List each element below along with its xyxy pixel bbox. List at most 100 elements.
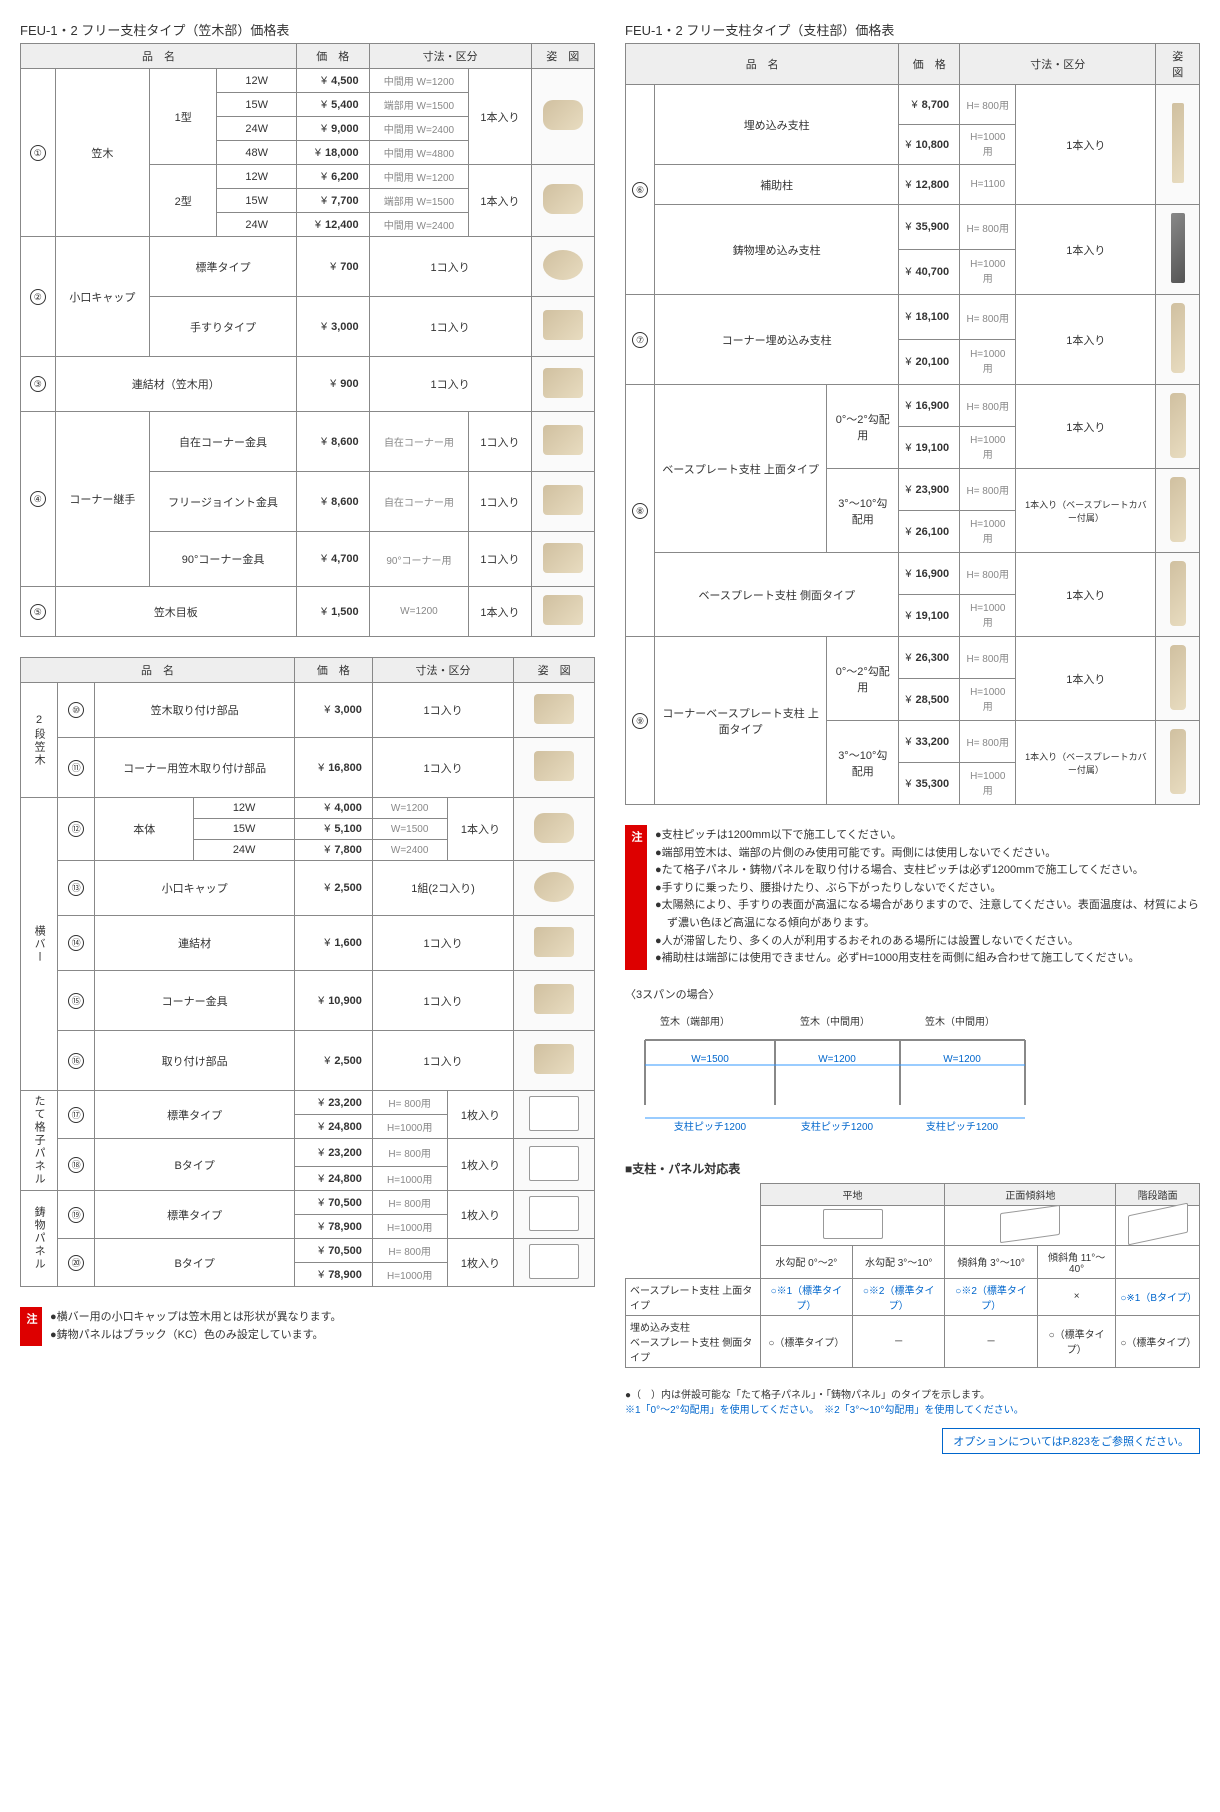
post-bp-side-icon [1170,561,1186,626]
note-item: ●手すりに乗ったり、腰掛けたり、ぶら下がったりしないでください。 [655,880,1200,898]
note-item: ●支柱ピッチは1200mm以下で施工してください。 [655,827,1200,845]
compat-stair-icon [1128,1202,1188,1245]
svg-text:笠木（中間用）: 笠木（中間用） [800,1015,870,1028]
post-corner-bp-slope-icon [1170,729,1186,794]
table-row: たて格子パネル ⑰ 標準タイプ ¥23,200H= 800用1枚入り [21,1091,595,1115]
compat-flat-icon [823,1209,883,1239]
table-row: ⑧ ベースプレート支柱 上面タイプ 0°～2°勾配用 ¥16,900H= 800… [626,385,1200,427]
table-row: ⑳ Bタイプ ¥70,500H= 800用1枚入り [21,1239,595,1263]
row-type: 1型 [150,69,217,165]
footnote-2: ※1「0°～2°勾配用」を使用してください。 ※2「3°～10°勾配用」を使用し… [625,1403,1200,1418]
table-row: ③ 連結材（笠木用）¥9001コ入り [21,357,595,412]
bar-attach-icon [534,1044,574,1074]
table-row: ⑤ 笠木目板¥1,500W=12001本入り [21,587,595,637]
table-row: ⑱ Bタイプ ¥23,200H= 800用1枚入り [21,1139,595,1167]
svg-text:支柱ピッチ1200: 支柱ピッチ1200 [801,1120,874,1133]
table-row: ② 小口キャップ 標準タイプ ¥700 1コ入り [21,237,595,297]
table-posts: 品 名価 格寸法・区分姿 図 ⑥ 埋め込み支柱 ¥8,700H= 800用 1本… [625,43,1200,805]
bar-conn-icon [534,927,574,957]
compat-footnote: ●（ ）内は併設可能な「たて格子パネル」・「鋳物パネル」のタイプを示します。 ※… [625,1388,1200,1418]
note-item: ●補助柱は端部には使用できません。必ずH=1000用支柱を両側に組み合わせて施工… [655,950,1200,968]
row-w: 12W [217,69,297,93]
compat-title: ■支柱・パネル対応表 [625,1160,1200,1177]
svg-text:W=1200: W=1200 [943,1054,981,1065]
hdr-fig: 姿 図 [531,44,594,69]
corner-free-icon [543,425,583,455]
corner-joint-icon [543,485,583,515]
compat-slope-icon [1000,1205,1060,1243]
row-price: ¥4,500 [296,69,369,93]
note-item: ●人が滞留したり、多くの人が利用するおそれのある場所には設置しないでください。 [655,933,1200,951]
post-corner-icon [1171,303,1185,373]
table-row: ⑮コーナー金具¥10,9001コ入り [21,971,595,1031]
post-corner-bp-icon [1170,645,1186,710]
row-num: ① [30,145,46,161]
table-row: ① 笠木 1型 12W ¥4,500 中間用 W=1200 1本入り [21,69,595,93]
left-title-1: FEU-1・2 フリー支柱タイプ（笠木部）価格表 [20,20,595,39]
table-row: ⑯取り付け部品¥2,5001コ入り [21,1031,595,1091]
cap-rail-icon [543,310,583,340]
option-ref: オプションについてはP.823をご参照ください。 [942,1428,1200,1454]
svg-text:笠木（中間用）: 笠木（中間用） [925,1015,995,1028]
compat-table: 平地 正面傾斜地 階段踏面 水勾配 0°～2°水勾配 3°～10° 傾斜角 3°… [625,1183,1200,1368]
kasagi-1-icon [543,100,583,130]
row-qty: 1本入り [469,69,531,165]
note-item: ●端部用笠木は、端部の片側のみ使用可能です。両側には使用しないでください。 [655,845,1200,863]
row-cat: 笠木 [55,69,149,237]
hdr-name: 品 名 [21,44,297,69]
table-row: ⑦ コーナー埋め込み支柱 ¥18,100H= 800用 1本入り [626,295,1200,340]
svg-text:支柱ピッチ1200: 支柱ピッチ1200 [926,1120,999,1133]
post-embed-icon [1172,103,1184,183]
table-kasagi: 品 名 価 格 寸法・区分 姿 図 ① 笠木 1型 12W ¥4,500 中間用… [20,43,595,637]
note-item: ●たて格子パネル・鋳物パネルを取り付ける場合、支柱ピッチは必ず1200mmで施工… [655,862,1200,880]
cap-std-icon [543,250,583,280]
table-row: ベースプレート支柱 側面タイプ ¥16,900H= 800用 1本入り [626,553,1200,595]
table-parts: 品 名価 格寸法・区分姿 図 2段笠木 ⑩ 笠木取り付け部品¥3,0001コ入り… [20,657,595,1287]
corner-attach-icon [534,751,574,781]
connector-icon [543,368,583,398]
footnote-1: ●（ ）内は併設可能な「たて格子パネル」・「鋳物パネル」のタイプを示します。 [625,1388,1200,1403]
post-bp-slope-icon [1170,477,1186,542]
row-dim: 中間用 W=1200 [369,69,469,93]
post-cast-icon [1171,213,1185,283]
corner-90-icon [543,543,583,573]
table-row: 横バー ⑫ 本体 12W¥4,000W=12001本入り [21,798,595,819]
table-row: ⑪ コーナー用笠木取り付け部品¥16,8001コ入り [21,738,595,798]
post-bp-top-icon [1170,393,1186,458]
svg-text:W=1500: W=1500 [691,1054,729,1065]
table-row: 鋳物埋め込み支柱 ¥35,900H= 800用 1本入り [626,205,1200,250]
hdr-price: 価 格 [296,44,369,69]
span-diagram: 〈3スパンの場合〉 笠木（端部用） 笠木（中間用） 笠木（中間用） [625,986,1200,1140]
diagram-title: 〈3スパンの場合〉 [625,986,1200,1002]
svg-text:笠木（端部用）: 笠木（端部用） [660,1015,730,1028]
svg-text:W=1200: W=1200 [818,1054,856,1065]
table-row: 鋳物パネル ⑲ 標準タイプ ¥70,500H= 800用1枚入り [21,1191,595,1215]
cast-std-icon [529,1196,579,1231]
table-row: ⑬小口キャップ¥2,5001組(2コ入り) [21,861,595,916]
table-row: 埋め込み支柱 ベースプレート支柱 側面タイプ ○（標準タイプ） ─ ─ ○（標準… [626,1315,1200,1367]
bar-cap-icon [534,872,574,902]
left-note: 注 ●横バー用の小口キャップは笠木用とは形状が異なります。 ●鋳物パネルはブラッ… [20,1307,595,1346]
bar-icon [534,813,574,843]
kasagi-2-icon [543,184,583,214]
table-row: ⑨ コーナーベースプレート支柱 上面タイプ 0°～2°勾配用 ¥26,300H=… [626,637,1200,679]
svg-text:支柱ピッチ1200: 支柱ピッチ1200 [674,1120,747,1133]
note-item: ●鋳物パネルはブラック（KC）色のみ設定しています。 [50,1327,342,1345]
table-row: ⑭連結材¥1,6001コ入り [21,916,595,971]
note-tag: 注 [625,825,647,970]
table-row: 2段笠木 ⑩ 笠木取り付け部品¥3,0001コ入り [21,683,595,738]
right-title-1: FEU-1・2 フリー支柱タイプ（支柱部）価格表 [625,20,1200,39]
table-row: ベースプレート支柱 上面タイプ ○※1（標準タイプ） ○※2（標準タイプ） ○※… [626,1278,1200,1315]
panel-b-icon [529,1146,579,1181]
hdr-dim: 寸法・区分 [369,44,531,69]
bar-corner-icon [534,984,574,1014]
span-diagram-svg: 笠木（端部用） 笠木（中間用） 笠木（中間用） W=1500 W=1200 W=… [625,1010,1045,1140]
table-row: ⑥ 埋め込み支柱 ¥8,700H= 800用 1本入り [626,85,1200,125]
cast-b-icon [529,1244,579,1279]
panel-std-icon [529,1096,579,1131]
right-note: 注 ●支柱ピッチは1200mm以下で施工してください。 ●端部用笠木は、端部の片… [625,825,1200,970]
meita-icon [543,595,583,625]
attach-icon [534,694,574,724]
note-item: ●太陽熱により、手すりの表面が高温になる場合がありますので、注意してください。表… [655,897,1200,932]
note-tag: 注 [20,1307,42,1346]
